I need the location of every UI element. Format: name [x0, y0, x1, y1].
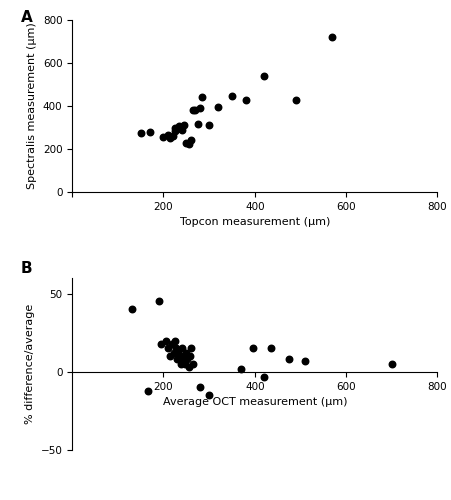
- Point: [171, 126, 179, 134]
- Point: [162, 336, 170, 344]
- Point: [167, 352, 174, 360]
- Point: [155, 298, 162, 306]
- Point: [176, 352, 183, 360]
- Text: A: A: [21, 10, 33, 24]
- Point: [186, 352, 193, 360]
- Point: [180, 357, 188, 365]
- Point: [185, 363, 192, 371]
- Point: [173, 344, 180, 352]
- Point: [167, 134, 174, 142]
- Point: [178, 126, 185, 134]
- Point: [215, 103, 222, 111]
- Point: [137, 129, 144, 137]
- Point: [174, 356, 181, 364]
- Text: B: B: [21, 261, 32, 276]
- Point: [196, 104, 203, 112]
- Point: [168, 340, 175, 347]
- Point: [238, 364, 245, 372]
- Point: [179, 352, 186, 360]
- Point: [388, 360, 396, 368]
- Point: [165, 344, 172, 352]
- Point: [242, 96, 249, 104]
- Point: [228, 92, 235, 100]
- Point: [187, 136, 194, 144]
- Y-axis label: Spectralis measurement (μm): Spectralis measurement (μm): [27, 22, 37, 190]
- Point: [169, 132, 176, 140]
- Point: [144, 386, 151, 394]
- Point: [187, 344, 194, 352]
- Point: [157, 340, 165, 347]
- Point: [199, 94, 206, 102]
- Point: [194, 120, 201, 128]
- Point: [171, 336, 179, 344]
- Point: [185, 140, 192, 147]
- Point: [206, 392, 213, 400]
- Point: [182, 360, 189, 368]
- Point: [146, 128, 153, 136]
- Point: [176, 122, 183, 130]
- Point: [171, 124, 179, 132]
- Point: [180, 122, 188, 130]
- Point: [267, 344, 274, 352]
- Point: [128, 306, 135, 314]
- Point: [177, 360, 184, 368]
- Point: [178, 344, 185, 352]
- Point: [160, 133, 167, 141]
- Point: [189, 106, 197, 114]
- Point: [285, 356, 293, 364]
- Point: [249, 344, 256, 352]
- Point: [183, 349, 190, 357]
- X-axis label: Average OCT measurement (μm): Average OCT measurement (μm): [162, 397, 347, 407]
- Point: [329, 33, 336, 41]
- Y-axis label: % difference/average: % difference/average: [25, 304, 35, 424]
- Point: [184, 356, 191, 364]
- Point: [206, 122, 213, 130]
- Point: [175, 349, 182, 357]
- Point: [196, 384, 203, 392]
- Point: [170, 349, 177, 357]
- X-axis label: Topcon measurement (μm): Topcon measurement (μm): [179, 218, 330, 228]
- Point: [183, 138, 190, 146]
- Point: [189, 360, 197, 368]
- Point: [260, 372, 267, 380]
- Point: [165, 131, 172, 139]
- Point: [260, 72, 267, 80]
- Point: [292, 96, 299, 104]
- Point: [301, 357, 308, 365]
- Point: [192, 106, 199, 114]
- Point: [174, 124, 181, 132]
